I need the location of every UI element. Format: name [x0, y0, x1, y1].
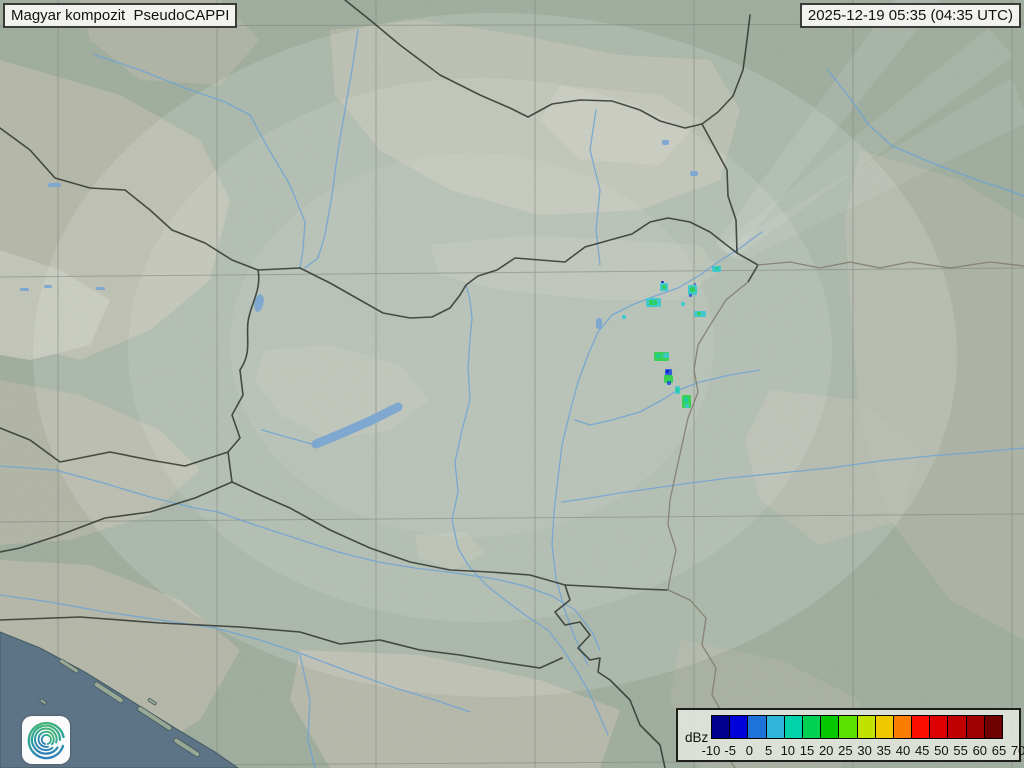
legend-tick: 10	[780, 743, 796, 758]
legend-tick: 20	[818, 743, 834, 758]
timestamp-label: 2025-12-19 05:35 (04:35 UTC)	[799, 3, 1021, 28]
legend-tick: 40	[895, 743, 911, 758]
radar-coverage-area	[33, 0, 1024, 697]
lakes	[20, 140, 698, 449]
legend-tick: 0	[745, 743, 754, 758]
radar-echo	[685, 404, 689, 408]
radar-echo	[697, 312, 701, 315]
lake-tisza	[596, 318, 602, 329]
legend-tick: 65	[991, 743, 1007, 758]
legend-tick-labels: -10 -5 0 5 10 15 20 25 30 35 40 45 50 55 60 65 70	[678, 710, 1024, 760]
legend-tick: 25	[838, 743, 853, 758]
radar-echo	[666, 370, 669, 373]
legend-tick: -10	[701, 743, 721, 758]
legend-tick: 55	[953, 743, 968, 758]
legend-tick: 70	[1010, 743, 1024, 758]
islands	[39, 658, 201, 758]
radar-echo	[684, 397, 688, 403]
legend-color-scale	[711, 715, 1003, 739]
radar-echo	[663, 353, 669, 358]
legend-swatch	[983, 715, 1003, 739]
rivers	[0, 29, 1024, 768]
legend-tick: 30	[857, 743, 872, 758]
legend-tick: 5	[764, 743, 773, 758]
lake-neusiedl	[254, 294, 264, 312]
radar-echo	[694, 283, 696, 285]
legend-tick: 35	[876, 743, 892, 758]
legend-tick: -5	[724, 743, 736, 758]
radar-echo	[667, 381, 671, 385]
product-title: Magyar kompozit PseudoCAPPI	[3, 3, 238, 28]
radar-echoes	[622, 266, 721, 408]
radar-echo	[676, 388, 679, 392]
hungaromet-logo	[22, 716, 70, 764]
legend-tick: 15	[799, 743, 815, 758]
radar-echo	[664, 375, 673, 383]
legend-unit-label: dBz	[685, 730, 709, 745]
radar-echo	[690, 287, 695, 292]
radar-echo	[652, 301, 655, 304]
legend-tick: 45	[914, 743, 930, 758]
legend-tick: 60	[972, 743, 988, 758]
radar-echo	[661, 281, 664, 283]
lake-balaton	[311, 402, 403, 449]
legend-tick: 50	[934, 743, 949, 758]
radar-echo	[662, 285, 666, 289]
dbz-legend: dBz -10 -5 0 5 10 15 20 25 30 35 40 45 50 55 60 65 70	[676, 708, 1024, 762]
radar-echo	[656, 354, 661, 358]
radar-echo	[622, 315, 626, 319]
radar-echo	[681, 302, 685, 306]
spiral-logo-icon	[27, 721, 65, 760]
radar-echo	[689, 294, 692, 297]
radar-echo	[715, 267, 719, 270]
